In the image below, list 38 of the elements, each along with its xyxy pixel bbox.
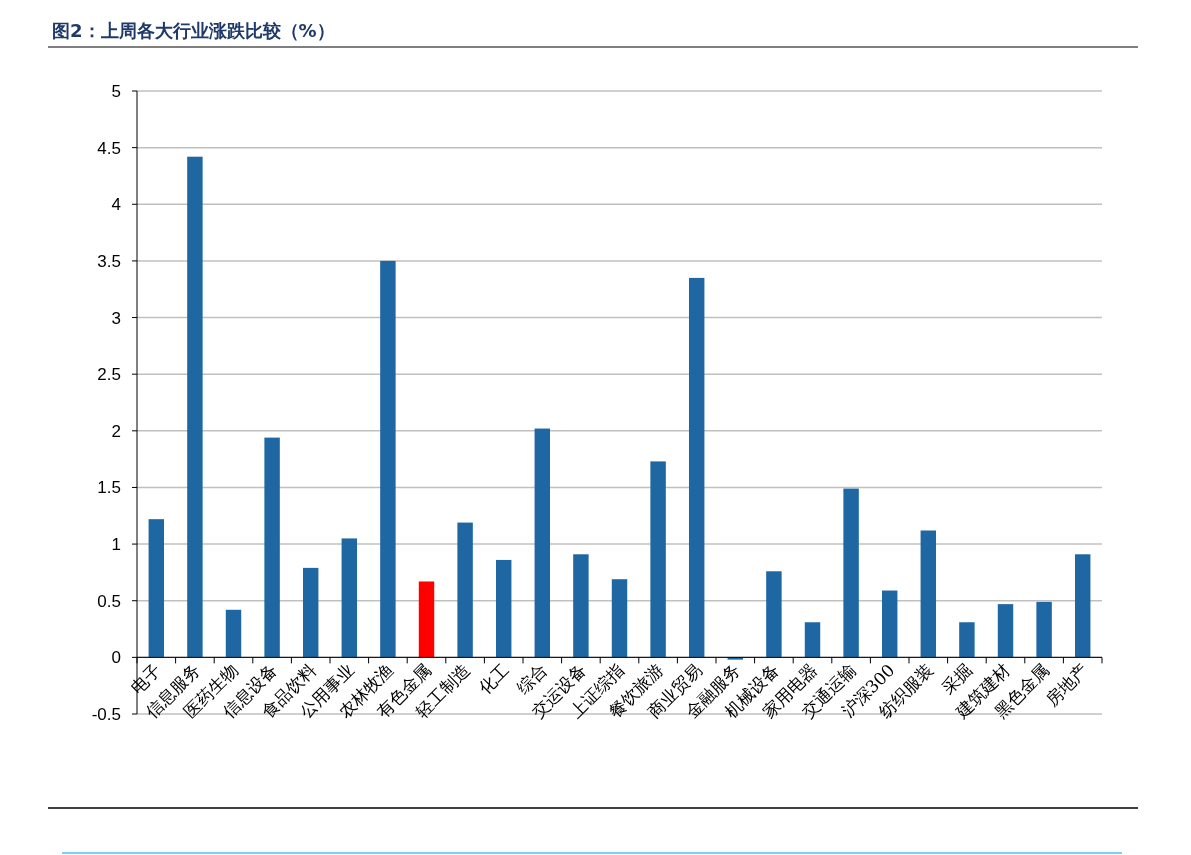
bar (997, 604, 1014, 658)
bar (1074, 554, 1091, 658)
y-tick-label: 4.5 (97, 138, 121, 158)
y-tick-label: -0.5 (91, 705, 121, 724)
bar (881, 590, 898, 658)
y-tick-label: 0 (111, 648, 121, 668)
bar (843, 488, 859, 658)
bar (920, 530, 937, 658)
bar (959, 622, 975, 658)
bar (804, 622, 821, 658)
bar (380, 260, 396, 658)
y-tick-label: 0.5 (97, 591, 121, 611)
y-tick-label: 5 (111, 82, 121, 101)
bar (766, 571, 782, 658)
bar (611, 579, 628, 658)
bar (495, 559, 512, 658)
y-tick-label: 2 (111, 421, 121, 441)
y-tick-label: 3 (111, 308, 121, 328)
bar (187, 156, 203, 658)
bar (341, 538, 358, 658)
bar (418, 581, 435, 658)
bar (573, 554, 589, 658)
bar (302, 567, 319, 658)
chart-title: 图2：上周各大行业涨跌比较（%） (52, 20, 335, 41)
y-tick-label: 1 (111, 535, 121, 555)
x-tick-label: 化工 (474, 660, 513, 699)
bar (688, 277, 705, 658)
bar (534, 428, 551, 658)
y-tick-label: 4 (111, 195, 121, 215)
bar (457, 522, 473, 658)
bar (148, 519, 165, 658)
bar (650, 461, 666, 658)
y-tick-label: 1.5 (97, 478, 121, 498)
bar (264, 437, 280, 658)
y-tick-label: 3.5 (97, 251, 121, 271)
bar (225, 609, 242, 658)
bar (1036, 601, 1052, 658)
y-tick-label: 2.5 (97, 365, 121, 385)
